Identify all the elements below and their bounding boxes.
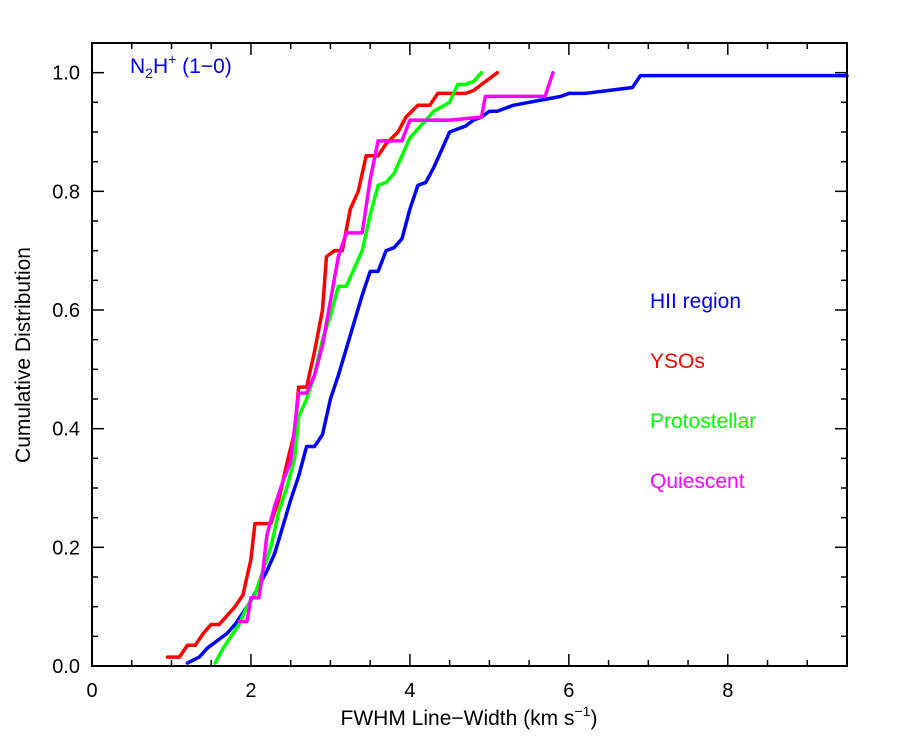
y-tick-label: 1.0 [52,63,80,85]
x-axis-title: FWHM Line−Width (km s−1) [341,703,598,730]
series-line-ysos [165,70,500,659]
annotation-superscript: + [168,51,176,67]
x-tick-label: 6 [563,680,574,702]
annotation-base: N [130,55,145,78]
annotation-subscript: 2 [145,65,153,81]
y-tick-label: 0.2 [52,537,80,559]
legend: HII region YSOs Protostellar Quiescent [650,290,756,493]
y-tick-label: 0.4 [52,419,80,441]
plot-frame [91,42,848,667]
x-tick-label: 8 [722,680,733,702]
annotation-tail: (1−0) [176,55,231,78]
legend-entry-quiescent: Quiescent [650,470,745,493]
y-tick-label: 0.6 [52,300,80,322]
labels-layer: 0 2 4 6 8 0.0 0.2 0.4 0.6 0.8 1.0 [52,63,733,702]
y-tick-label: 0.8 [52,181,80,203]
y-axis-title: Cumulative Distribution [12,247,35,463]
legend-entry-ysos: YSOs [650,350,705,373]
annotation-mid: H [153,55,168,78]
series-layer [165,70,849,665]
x-tick-label: 2 [245,680,256,702]
x-axis-title-close: ) [590,707,597,730]
x-axis-title-superscript: −1 [574,703,590,719]
x-tick-label: 0 [86,680,97,702]
x-tick-label: 4 [404,680,415,702]
legend-entry-protostellar: Protostellar [650,410,756,433]
species-annotation: N2H+ (1−0) [130,51,232,81]
series-line-quiescent [237,70,555,624]
y-tick-label: 0.0 [52,656,80,678]
x-axis-title-text: FWHM Line−Width (km s [341,707,575,730]
series-line-protostellar [213,70,484,665]
legend-entry-hii-region: HII region [650,290,741,313]
